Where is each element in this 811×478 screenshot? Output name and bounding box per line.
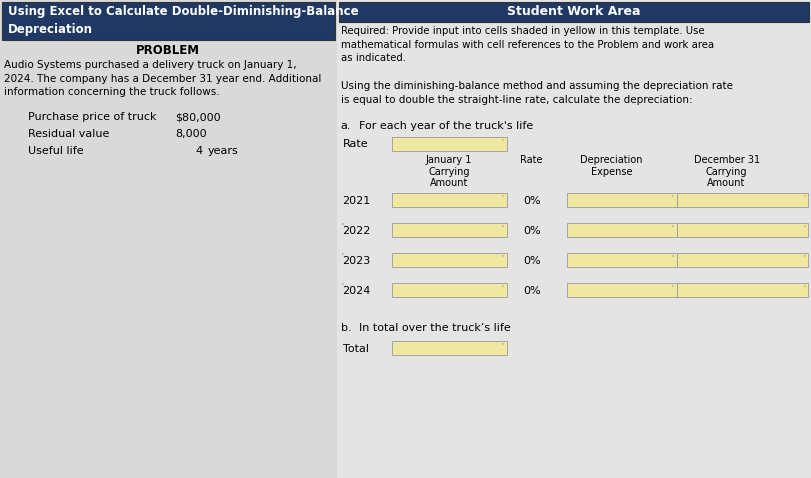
Bar [567,193,676,207]
Text: 0%: 0% [523,286,540,296]
Bar [676,253,808,267]
Text: Purchase price of truck: Purchase price of truck [28,112,157,122]
Bar [338,2,809,22]
Text: Audio Systems purchased a delivery truck on January 1,
2024. The company has a D: Audio Systems purchased a delivery truck… [4,60,321,97]
Text: PROBLEM: PROBLEM [136,44,200,57]
Text: ': ' [803,194,805,200]
Bar [392,283,507,297]
Text: b.: b. [341,323,351,333]
Text: Student Work Area: Student Work Area [507,5,641,18]
Text: 8,000: 8,000 [175,129,207,139]
Text: ': ' [803,224,805,230]
Text: 2021: 2021 [342,196,371,206]
Text: ': ' [341,252,343,258]
Bar [676,193,808,207]
Text: 4: 4 [195,146,202,156]
Text: Total: Total [342,344,368,354]
Text: ': ' [672,194,674,200]
Text: ': ' [341,282,343,288]
Text: $80,000: $80,000 [175,112,221,122]
Bar [676,283,808,297]
Bar [392,253,507,267]
Text: 2022: 2022 [342,226,371,236]
Text: Rate: Rate [521,155,543,165]
Bar [392,193,507,207]
Bar [567,223,676,237]
Text: 0%: 0% [523,256,540,266]
Text: Residual value: Residual value [28,129,109,139]
Text: Required: Provide input into cells shaded in yellow in this template. Use
mathem: Required: Provide input into cells shade… [341,26,714,63]
Text: ': ' [502,284,504,290]
Text: ': ' [341,222,343,228]
Text: ': ' [803,254,805,260]
Text: a.: a. [341,121,351,131]
Text: ': ' [672,224,674,230]
Bar [392,341,507,355]
Text: ': ' [672,254,674,260]
Text: Using the diminishing-balance method and assuming the depreciation rate
is equal: Using the diminishing-balance method and… [341,81,732,105]
Bar [392,223,507,237]
Text: ': ' [803,284,805,290]
Text: Using Excel to Calculate Double-Diminishing-Balance
Depreciation: Using Excel to Calculate Double-Diminish… [8,5,358,36]
Text: 2024: 2024 [342,286,371,296]
Text: ': ' [672,284,674,290]
Bar [337,0,811,478]
Text: years: years [208,146,238,156]
Text: ': ' [502,224,504,230]
Text: ': ' [502,254,504,260]
Text: ': ' [502,342,504,348]
Bar [2,2,335,40]
Bar [676,223,808,237]
Text: Rate: Rate [342,139,368,149]
Text: 0%: 0% [523,196,540,206]
Text: 2023: 2023 [342,256,371,266]
Text: January 1
Carrying
Amount: January 1 Carrying Amount [426,155,472,188]
Bar [567,283,676,297]
Text: Useful life: Useful life [28,146,84,156]
Text: For each year of the truck's life: For each year of the truck's life [358,121,533,131]
Text: December 31
Carrying
Amount: December 31 Carrying Amount [693,155,760,188]
Text: Depreciation
Expense: Depreciation Expense [581,155,643,176]
Bar [0,0,337,478]
Text: In total over the truck’s life: In total over the truck’s life [358,323,510,333]
Text: 0%: 0% [523,226,540,236]
Text: ': ' [502,138,504,144]
Bar [567,253,676,267]
Bar [392,137,507,151]
Text: ': ' [502,194,504,200]
